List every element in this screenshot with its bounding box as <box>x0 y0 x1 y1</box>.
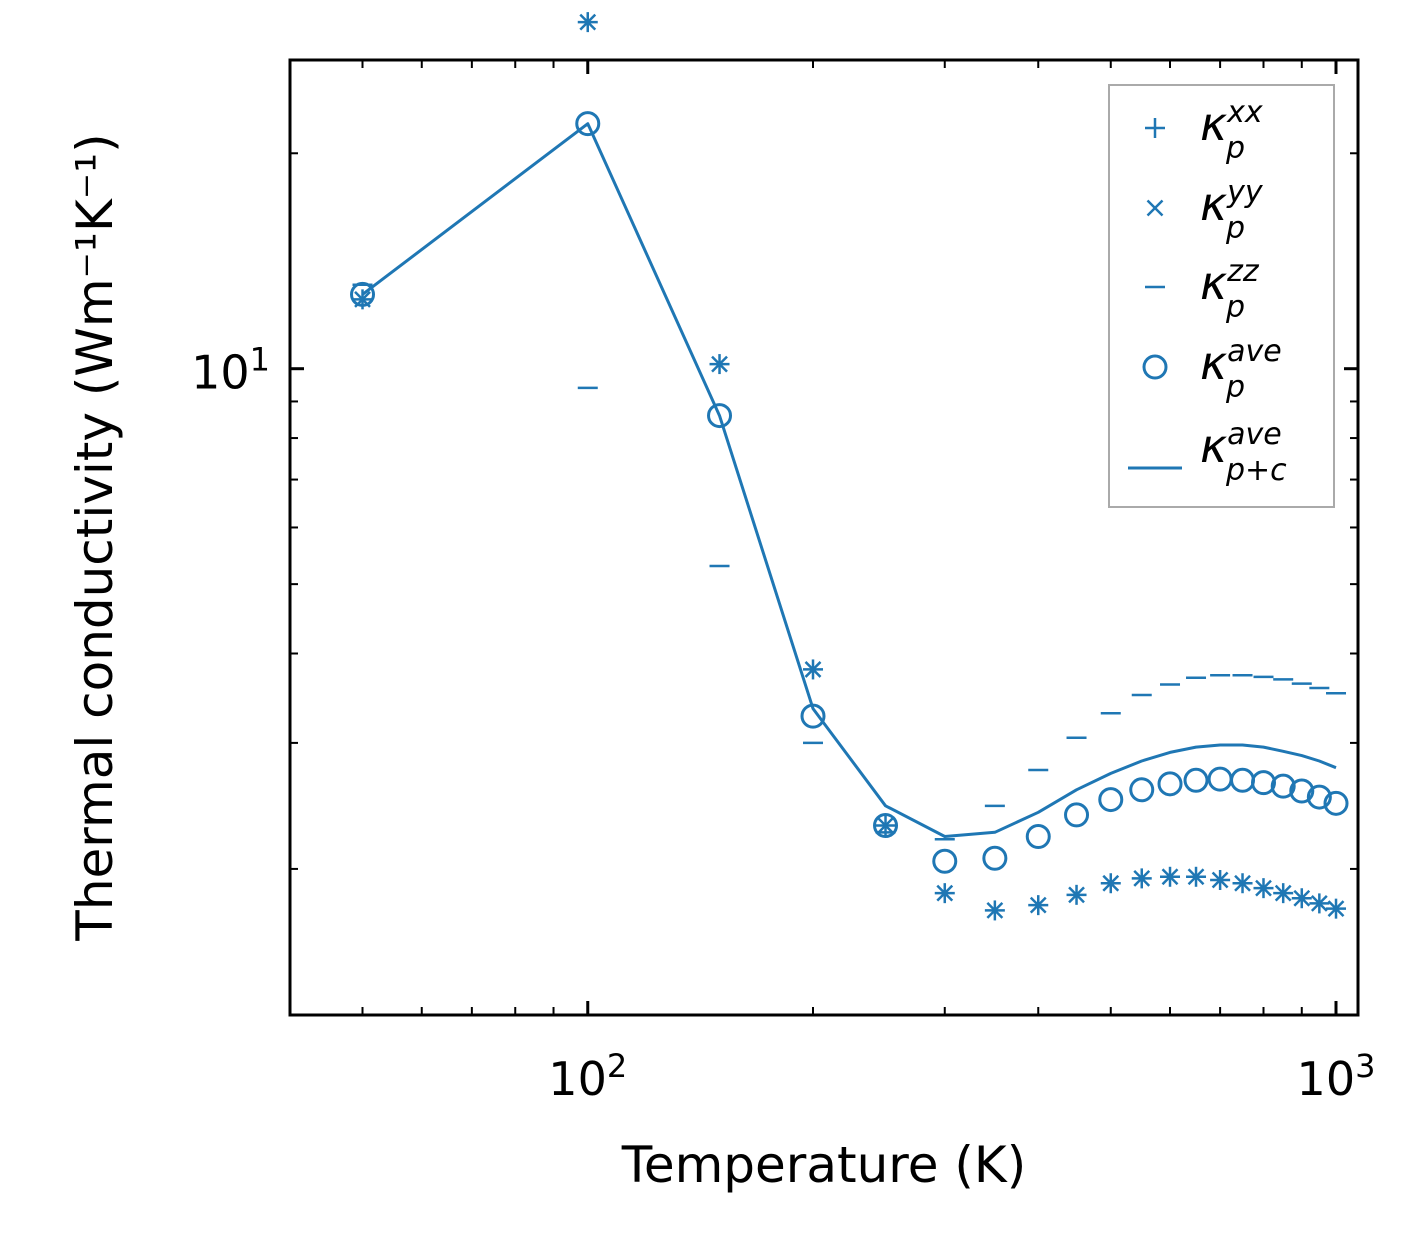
data-point-kyy <box>1327 900 1345 918</box>
legend-label: κave p+c <box>1200 417 1287 488</box>
legend-entry-kave: κave p <box>1142 334 1282 405</box>
series-layer <box>350 12 1349 921</box>
data-point-kyy <box>1310 895 1328 912</box>
data-point-kave <box>1129 777 1155 803</box>
data-point-kave <box>1064 802 1090 828</box>
legend-frame <box>1108 84 1335 508</box>
data-point-kave <box>1323 790 1349 816</box>
data-point-kyy <box>804 661 822 678</box>
data-point-kave <box>1251 770 1277 796</box>
series-line-kave_pc <box>361 122 1337 838</box>
data-point-kyy <box>1029 896 1047 914</box>
major-ticks <box>290 60 1358 1015</box>
data-point-kave <box>982 845 1008 871</box>
data-point-kyy <box>1102 874 1120 892</box>
data-point-kyy <box>877 817 894 834</box>
legend-label: κxx p <box>1200 95 1263 166</box>
data-point-kave <box>1289 778 1315 804</box>
legend-label: κave p <box>1200 334 1282 405</box>
legend: κxx p κyy p κzz p κave p κave p+c <box>1108 84 1335 508</box>
data-point-kave <box>1183 767 1209 793</box>
x-tick-label: 102 <box>548 1047 627 1106</box>
data-point-kyy <box>1068 886 1085 904</box>
data-point-kyy <box>1133 870 1151 887</box>
tick-labels: 102 103 101 <box>191 341 1375 1106</box>
legend-entry-kzz: κzz p <box>1145 254 1260 325</box>
series-kzz <box>352 283 1347 841</box>
data-point-kave <box>575 111 601 137</box>
data-point-kyy <box>579 13 597 31</box>
legend-label: κyy p <box>1200 175 1264 246</box>
y-axis-title: Thermal conductivity (Wm⁻¹K⁻¹) <box>66 133 124 941</box>
data-point-kyy <box>1274 884 1292 902</box>
data-point-kave <box>1157 771 1183 797</box>
legend-marker-symbol <box>1146 199 1164 217</box>
data-point-kave <box>707 403 733 429</box>
data-point-kyy <box>1255 879 1272 897</box>
series-kave <box>350 111 1349 874</box>
data-point-kyy <box>1187 868 1205 886</box>
data-point-kyy <box>936 884 954 902</box>
data-point-kave <box>873 812 899 838</box>
data-point-kave <box>932 848 958 874</box>
data-point-kave <box>350 281 376 307</box>
data-point-kyy <box>1211 871 1229 889</box>
data-point-kyy <box>711 355 728 373</box>
legend-label: κzz p <box>1200 254 1260 325</box>
plot-frame <box>288 58 1360 1017</box>
series-kave_pc <box>361 122 1337 838</box>
data-point-kyy <box>1161 868 1179 886</box>
x-axis-title: Temperature (K) <box>621 1136 1026 1194</box>
data-point-kyy <box>1234 874 1251 892</box>
data-point-kyy <box>1293 889 1311 907</box>
y-tick-label: 101 <box>191 341 270 400</box>
legend-entry-kyy: κyy p <box>1146 175 1264 246</box>
x-tick-label: 103 <box>1297 1047 1376 1106</box>
data-point-kave <box>1025 823 1051 849</box>
legend-entry-kxx: κxx p <box>1145 95 1263 166</box>
data-point-kave <box>1270 773 1296 799</box>
data-point-kave <box>1098 787 1124 813</box>
data-point-kyy <box>986 902 1004 919</box>
data-point-kave <box>1306 784 1332 810</box>
legend-entry-kave_pc: κave p+c <box>1128 417 1287 488</box>
legend-marker-symbol <box>1142 354 1168 380</box>
series-kyy <box>354 13 1345 919</box>
